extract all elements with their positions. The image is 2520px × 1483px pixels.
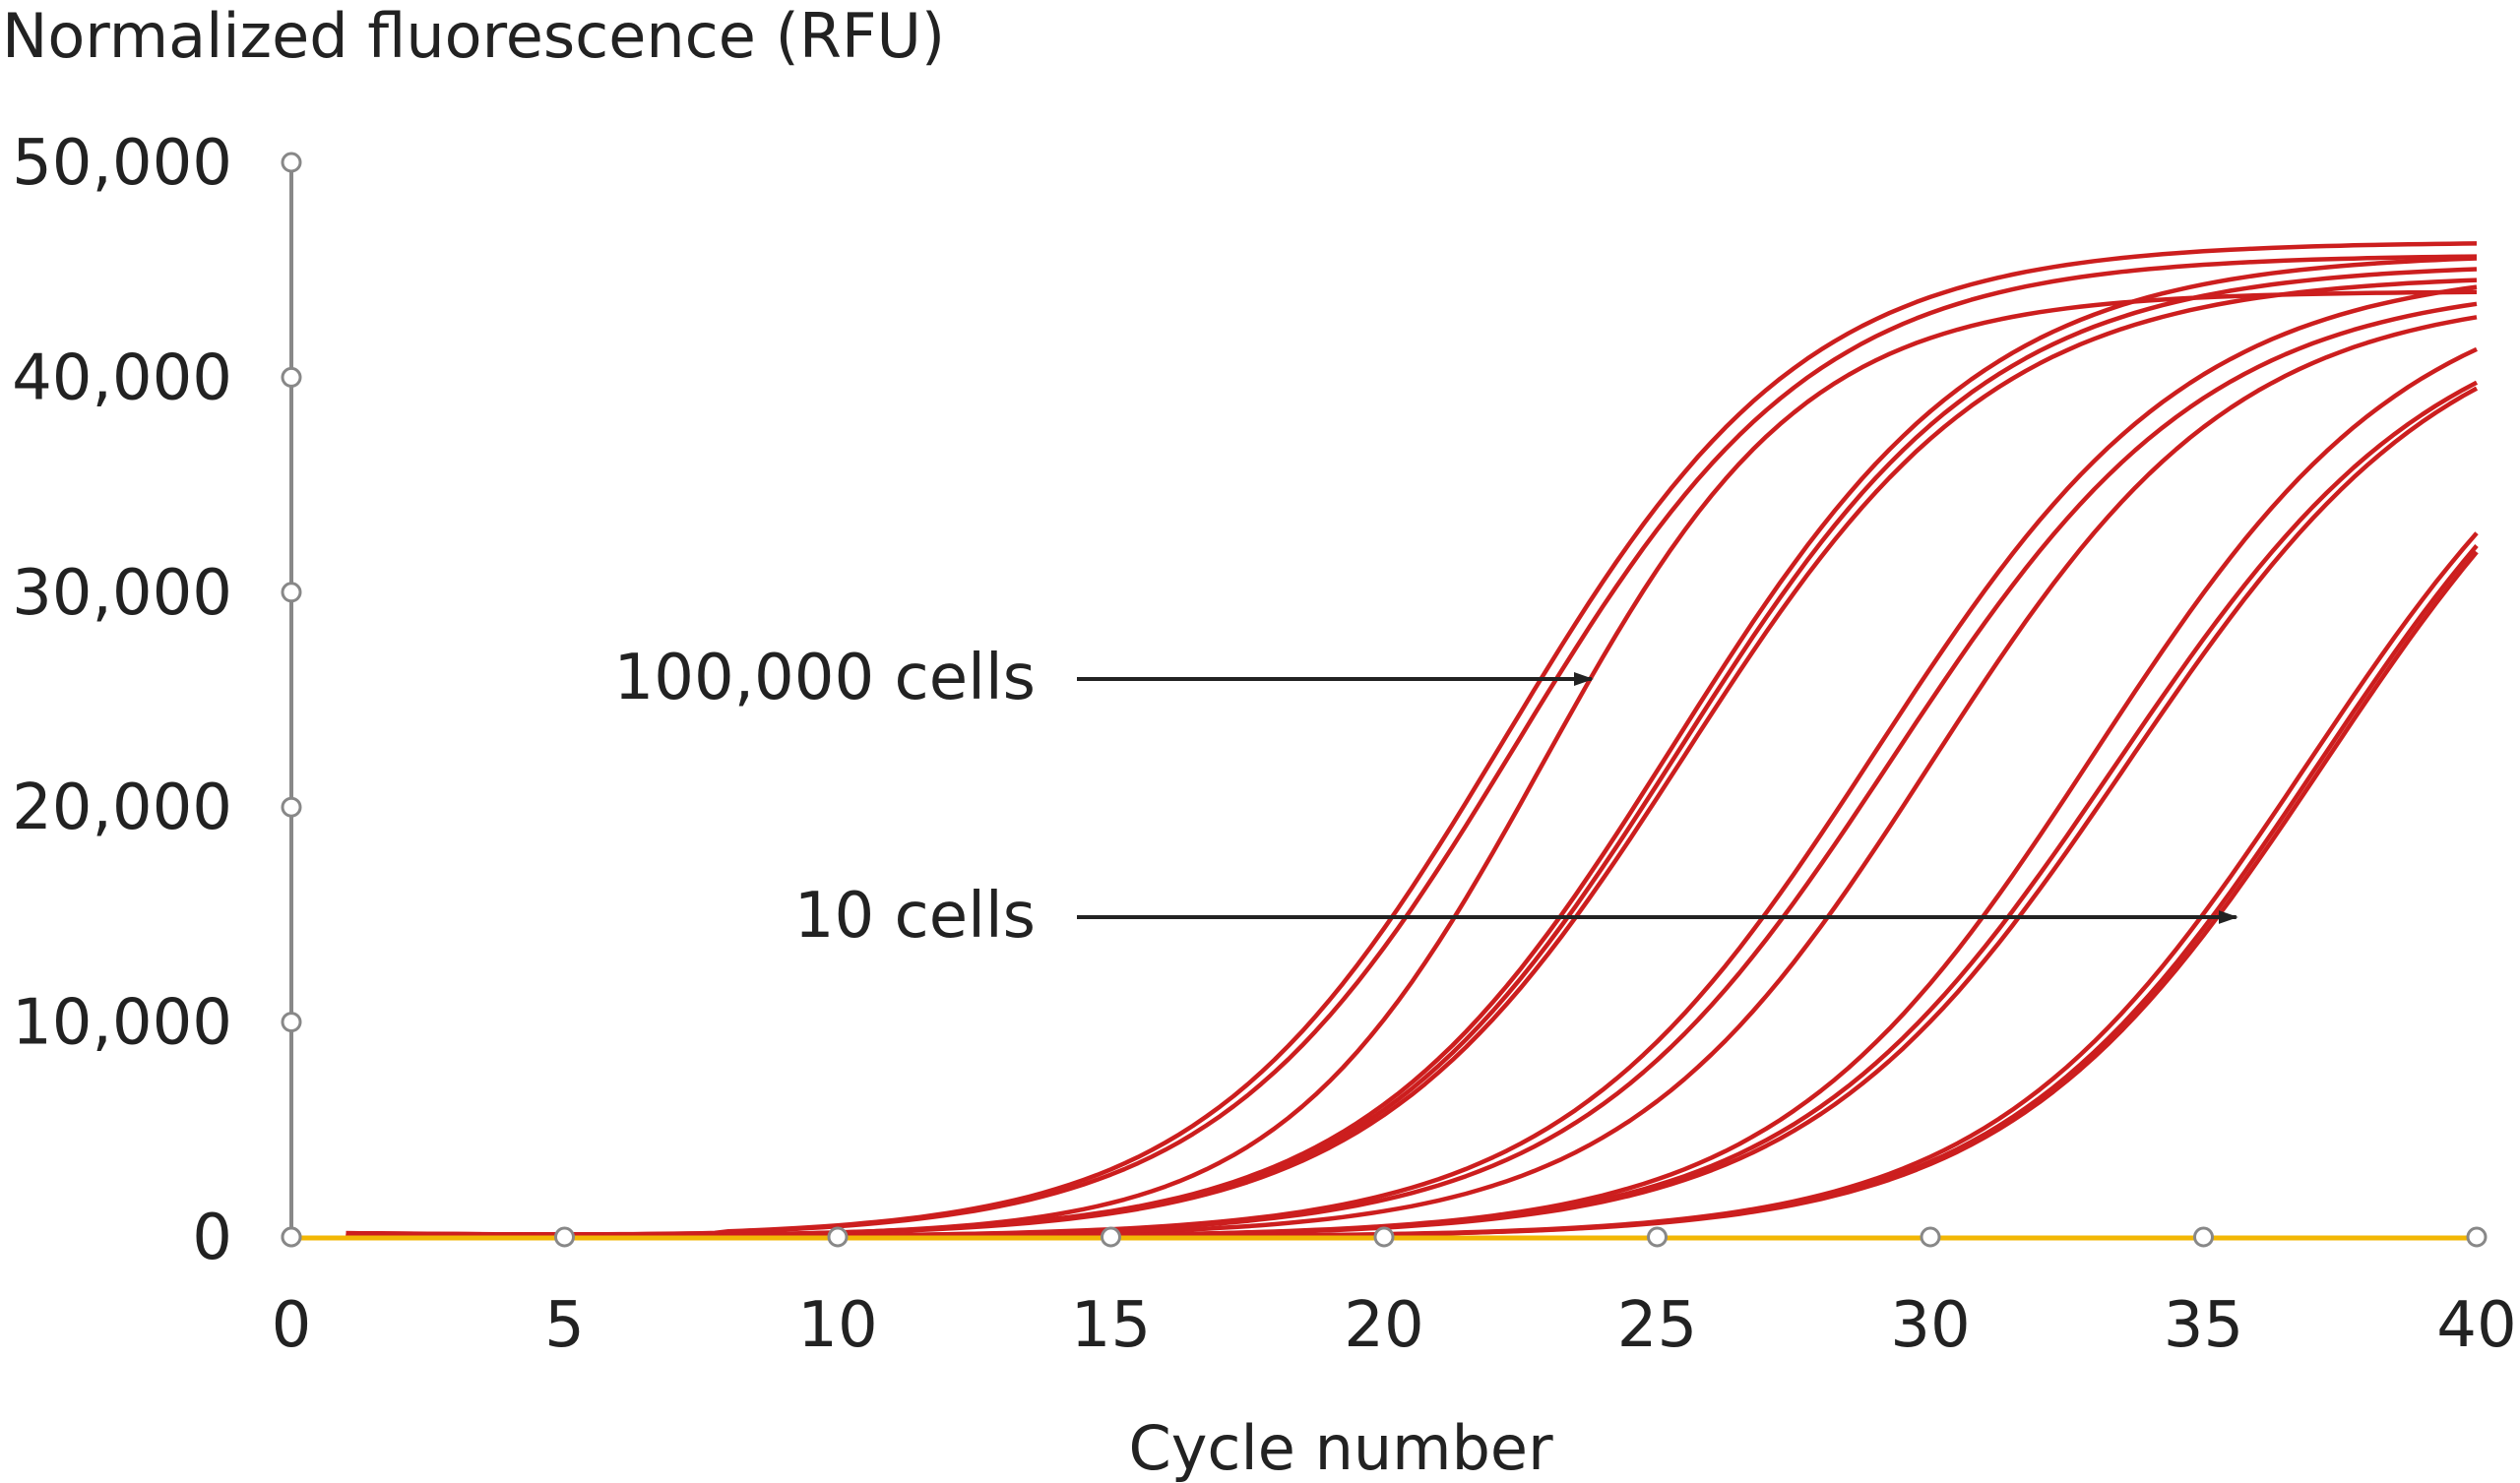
amplification-curves xyxy=(291,241,2479,1241)
x-tick-marker xyxy=(2193,1226,2214,1248)
amplification-curve-10 xyxy=(346,346,2478,1241)
x-axis-title: Cycle number xyxy=(1128,1412,1553,1483)
x-tick-marker xyxy=(281,1226,302,1248)
amplification-curve-9 xyxy=(346,315,2478,1241)
y-tick-marker xyxy=(281,582,302,603)
x-tick-label: 35 xyxy=(2164,1289,2243,1362)
amplification-curve-11 xyxy=(346,380,2479,1241)
x-tick-label: 5 xyxy=(544,1289,585,1362)
y-tick-marker xyxy=(281,796,302,818)
x-tick-label: 30 xyxy=(1890,1289,1970,1362)
x-tick-marker xyxy=(1101,1226,1121,1248)
y-tick-marker xyxy=(281,1012,302,1033)
x-tick-label: 25 xyxy=(1617,1289,1697,1362)
annotation-label: 100,000 cells xyxy=(614,642,1036,714)
x-tick-label: 15 xyxy=(1071,1289,1151,1362)
y-tick-marker xyxy=(281,366,302,388)
y-tick-label: 50,000 xyxy=(12,127,232,200)
y-tick-marker xyxy=(281,152,302,173)
axes: 0 10,000 20,000 30,000 40,000 50,000 0 5 10 15 20 2… xyxy=(12,127,2517,1362)
x-tick-marker xyxy=(1920,1226,1941,1248)
x-tick-label: 20 xyxy=(1344,1289,1423,1362)
x-tick-marker xyxy=(1647,1226,1668,1248)
x-tick-label: 40 xyxy=(2436,1289,2516,1362)
y-axis-title: Normalized fluorescence (RFU) xyxy=(2,0,945,72)
x-tick-label: 0 xyxy=(272,1289,312,1362)
y-tick-label: 10,000 xyxy=(12,987,232,1060)
amplification-curve-12 xyxy=(346,386,2479,1241)
annotations: 100,000 cells 10 cells xyxy=(614,642,2238,953)
annotation-label: 10 cells xyxy=(794,880,1036,953)
amplification-curve-5 xyxy=(346,267,2478,1239)
x-tick-marker xyxy=(1373,1226,1395,1248)
x-tick-marker xyxy=(827,1226,849,1248)
y-tick-label: 0 xyxy=(192,1202,232,1274)
x-tick-marker xyxy=(2466,1226,2488,1248)
y-tick-label: 20,000 xyxy=(12,772,232,844)
x-tick-marker xyxy=(554,1226,575,1248)
amplification-curve-2 xyxy=(346,254,2478,1237)
x-tick-label: 10 xyxy=(797,1289,877,1362)
y-tick-label: 40,000 xyxy=(12,341,232,414)
amplification-curve-6 xyxy=(346,278,2478,1239)
y-tick-label: 30,000 xyxy=(12,557,232,630)
